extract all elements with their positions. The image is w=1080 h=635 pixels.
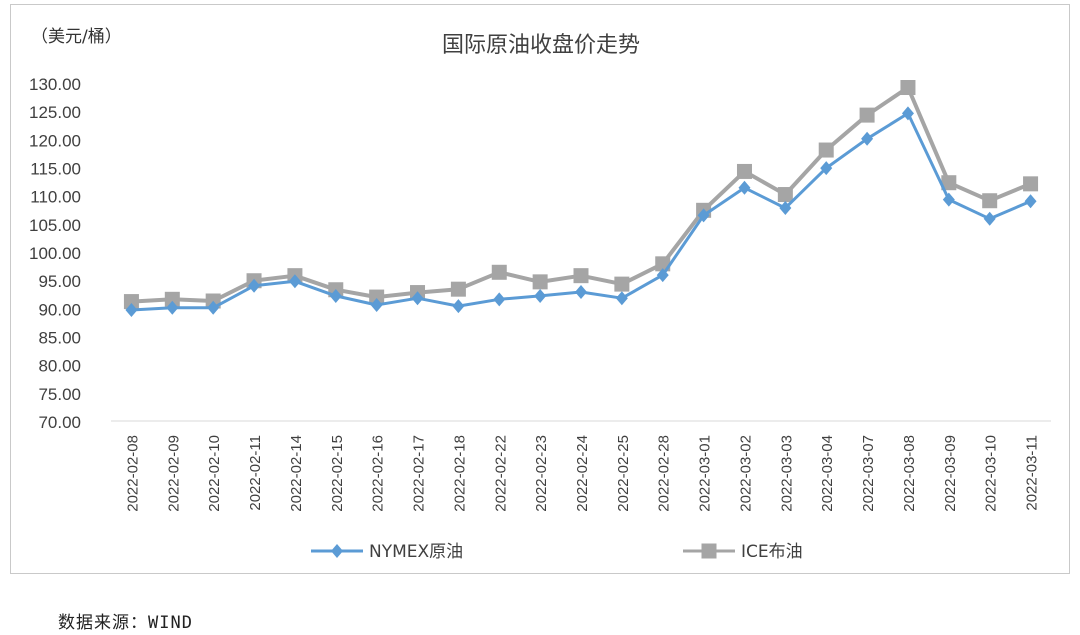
y-tick-label: 105.00 [29, 216, 81, 235]
data-point [941, 175, 957, 191]
legend-item: ICE布油 [683, 542, 803, 562]
x-tick-label: 2022-02-10 [206, 435, 223, 512]
y-tick-label: 100.00 [29, 244, 81, 263]
data-point [779, 201, 792, 216]
data-point [493, 292, 506, 307]
data-point [573, 268, 589, 284]
legend-marker [701, 543, 717, 559]
x-tick-label: 2022-03-08 [901, 435, 918, 512]
y-tick-label: 95.00 [38, 272, 81, 291]
data-point [861, 131, 874, 146]
legend-label: NYMEX原油 [369, 542, 463, 562]
data-point [450, 281, 466, 297]
data-point [738, 180, 751, 195]
data-point [818, 142, 834, 158]
y-tick-label: 115.00 [30, 160, 81, 179]
source-note: 数据来源：WIND [58, 613, 193, 633]
x-tick-label: 2022-02-09 [165, 435, 182, 512]
data-point [164, 291, 180, 307]
data-point [982, 193, 998, 209]
data-point [1024, 194, 1037, 209]
data-point [697, 208, 710, 223]
x-tick-label: 2022-02-08 [124, 435, 141, 512]
x-tick-label: 2022-03-10 [983, 435, 1000, 512]
y-tick-label: 75.00 [38, 385, 81, 404]
y-tick-label: 90.00 [38, 300, 81, 319]
x-tick-label: 2022-02-25 [615, 435, 632, 512]
data-point [901, 106, 914, 121]
y-tick-label: 120.00 [29, 131, 81, 150]
y-tick-label: 80.00 [38, 357, 81, 376]
y-tick-label: 85.00 [38, 329, 81, 348]
y-tick-label: 125.00 [29, 103, 81, 122]
y-tick-label: 110.00 [30, 188, 81, 207]
data-point [452, 299, 465, 314]
data-point [900, 80, 916, 96]
x-tick-label: 2022-02-15 [329, 435, 346, 512]
data-point [1023, 176, 1039, 192]
x-tick-label: 2022-02-18 [451, 435, 468, 512]
x-tick-label: 2022-03-03 [778, 435, 795, 512]
data-point [615, 291, 628, 306]
x-tick-label: 2022-03-01 [697, 435, 714, 512]
x-tick-label: 2022-02-23 [533, 435, 550, 512]
x-tick-label: 2022-02-17 [411, 435, 428, 512]
data-point [942, 192, 955, 207]
data-point [369, 289, 385, 305]
x-tick-label: 2022-02-28 [656, 435, 673, 512]
x-tick-label: 2022-02-16 [370, 435, 387, 512]
legend-label: ICE布油 [741, 542, 803, 562]
data-point [125, 303, 138, 318]
line-chart: 国际原油收盘价走势 （美元/桶） 70.00 75.00 80.00 85.00 90.00… [29, 27, 1051, 562]
y-tick-label: 130.00 [29, 75, 81, 94]
data-point [166, 300, 179, 315]
x-tick-label: 2022-03-09 [942, 435, 959, 512]
x-tick-label: 2022-03-02 [737, 435, 754, 512]
chart-frame: 国际原油收盘价走势 （美元/桶） 70.00 75.00 80.00 85.00 90.00… [10, 4, 1070, 574]
x-tick-label: 2022-02-24 [574, 435, 591, 512]
data-point [656, 268, 669, 283]
x-tick-label: 2022-02-22 [492, 435, 509, 512]
data-point [207, 300, 220, 315]
x-tick-label: 2022-03-04 [819, 435, 836, 512]
data-point [736, 163, 752, 179]
data-point [777, 187, 793, 203]
y-unit-label: （美元/桶） [31, 27, 122, 47]
data-point [575, 284, 587, 299]
data-point [329, 288, 342, 303]
series-nymex [125, 106, 1037, 318]
x-tick-label: 2022-02-11 [247, 435, 264, 511]
x-tick-label: 2022-03-11 [1024, 435, 1041, 511]
data-point [983, 211, 996, 226]
data-point [370, 297, 383, 312]
legend-marker [331, 544, 343, 558]
chart-title: 国际原油收盘价走势 [442, 33, 640, 58]
x-tick-label: 2022-02-14 [288, 435, 305, 512]
data-point [288, 274, 301, 289]
data-point [859, 107, 875, 123]
x-tick-label: 2022-03-07 [860, 435, 877, 512]
data-point [534, 288, 547, 303]
data-point [123, 294, 139, 310]
data-point [491, 264, 507, 280]
data-point [248, 278, 261, 293]
data-point [411, 291, 424, 306]
legend-item: NYMEX原油 [311, 542, 463, 562]
data-point [532, 274, 548, 290]
y-tick-label: 70.00 [38, 413, 81, 432]
data-point [614, 276, 630, 292]
data-point [820, 161, 833, 176]
series-ice [123, 80, 1039, 310]
